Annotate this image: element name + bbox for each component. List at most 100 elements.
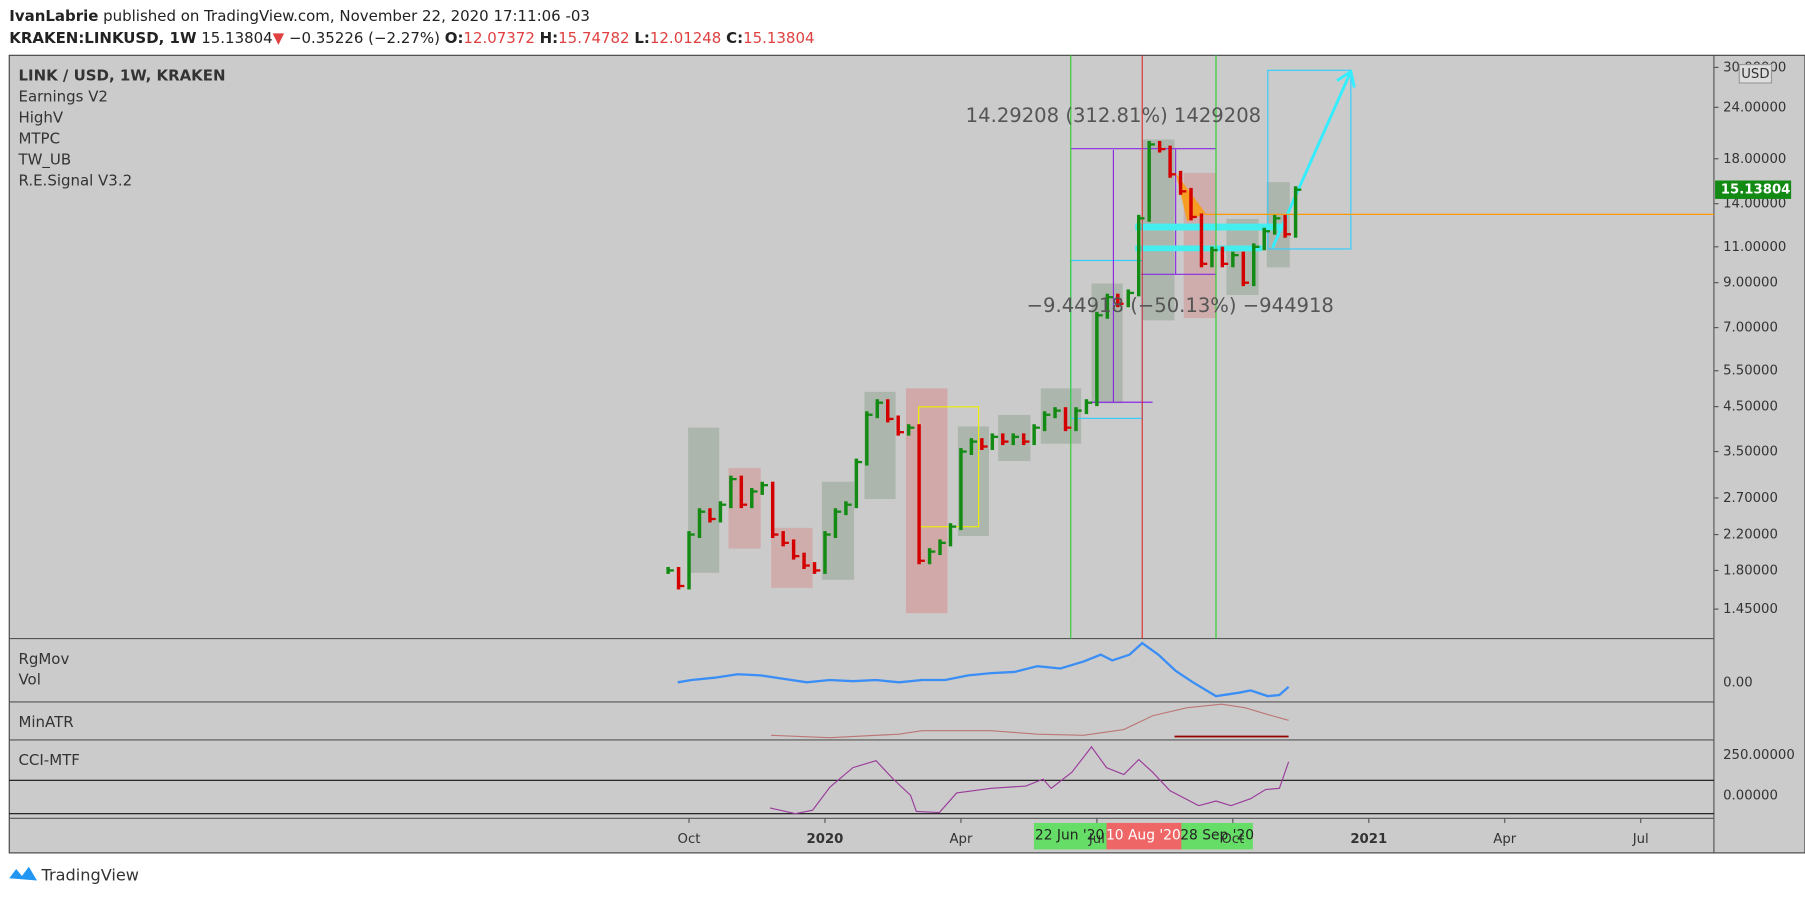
y-tick-label: 2.70000	[1723, 491, 1778, 506]
price-bar	[1231, 251, 1235, 268]
y-tick-label: 4.50000	[1723, 400, 1778, 415]
rgmov-line	[677, 641, 1290, 698]
date-box	[1181, 822, 1253, 850]
legend-item: Earnings V2	[18, 88, 107, 106]
price-bar	[938, 539, 942, 556]
x-tick-label: Apr	[1493, 832, 1516, 847]
price-bar	[896, 415, 900, 436]
high: 15.74782	[558, 29, 629, 47]
price-bar	[1116, 293, 1120, 308]
price-bar	[844, 501, 848, 516]
annotation: 14.29208 (312.81%) 1429208	[966, 104, 1261, 127]
legend-item: MTPC	[18, 129, 60, 147]
date-box	[1106, 822, 1182, 850]
footer: TradingView	[41, 865, 139, 884]
pane-tick: 0.00000	[1723, 788, 1778, 803]
x-tick-label: 2020	[807, 832, 844, 847]
symbol-bar: KRAKEN:LINKUSD, 1W 15.13804 ▼ −0.35226 (−…	[9, 29, 814, 47]
x-tick-label: Apr	[949, 832, 972, 847]
author: IvanLabrie	[9, 7, 98, 25]
price-bar	[687, 531, 691, 590]
pane-tick: 0.00	[1723, 675, 1753, 690]
x-tick-label: Oct	[1221, 832, 1244, 847]
last-price-box	[1715, 180, 1792, 199]
zone-line	[1135, 223, 1283, 231]
published: published on TradingView.com, November 2…	[103, 7, 590, 25]
x-tick-label: 2021	[1350, 832, 1387, 847]
header: IvanLabrie published on TradingView.com,…	[9, 7, 590, 25]
legend-item: R.E.Signal V3.2	[18, 171, 132, 189]
price-bar	[739, 475, 744, 509]
price-bar	[1105, 293, 1110, 319]
price-bar	[1001, 433, 1005, 446]
pane-label: MinATR	[18, 713, 73, 731]
y-tick-label: 5.50000	[1723, 364, 1778, 379]
price-bar	[969, 438, 974, 456]
zone-line	[1135, 245, 1263, 252]
price-bar	[1074, 407, 1078, 432]
last-price-label: 15.13804	[1721, 183, 1791, 198]
price-bar	[1220, 246, 1225, 268]
y-tick-label: 1.45000	[1723, 602, 1778, 617]
close: 15.13804	[743, 29, 814, 47]
currency: USD	[1741, 67, 1769, 82]
price-bar	[1032, 424, 1036, 446]
date-label: 22 Jun '20	[1035, 828, 1104, 844]
price-bar	[885, 399, 890, 423]
x-tick-label: Oct	[678, 832, 701, 847]
y-tick-label: 3.50000	[1723, 445, 1778, 460]
price-bar	[1272, 214, 1277, 235]
price-bar	[1011, 433, 1015, 446]
price-bar	[1293, 186, 1298, 238]
price-bar	[750, 487, 754, 509]
y-tick-label: 9.00000	[1723, 276, 1778, 291]
price-bar	[781, 531, 785, 547]
change: −0.35226 (−2.27%)	[289, 29, 440, 47]
price-bar	[927, 548, 932, 565]
price-bar	[1157, 140, 1162, 153]
price-bar	[718, 501, 723, 523]
y-tick-label: 11.00000	[1723, 240, 1786, 255]
price-bar	[1283, 214, 1287, 238]
price-bar	[1021, 433, 1026, 446]
zone	[821, 481, 855, 580]
price-bar	[1252, 243, 1256, 287]
arrow: ▼	[273, 29, 285, 47]
y-tick-label: 7.00000	[1723, 321, 1778, 336]
zone	[864, 391, 896, 500]
price-bar	[729, 475, 733, 509]
pane-label: Vol	[18, 671, 40, 689]
zone	[957, 426, 989, 536]
symbol: KRAKEN:LINKUSD, 1W	[9, 29, 197, 47]
date-box	[1033, 822, 1107, 850]
date-label: 28 Sep '20	[1180, 828, 1254, 844]
zone	[905, 388, 948, 614]
pane-tick: 250.00000	[1723, 748, 1795, 763]
price-bar	[833, 508, 838, 539]
y-tick-label: 1.80000	[1723, 563, 1778, 578]
annotation: −9.44918 (−50.13%) −944918	[1027, 294, 1334, 317]
price-bar	[1241, 251, 1246, 287]
zone	[728, 467, 761, 549]
price-bar	[676, 566, 681, 590]
legend-item: TW_UB	[17, 150, 71, 169]
price-bar	[1042, 411, 1047, 432]
currency-box	[1738, 63, 1773, 84]
price-bar	[1126, 289, 1130, 308]
c-label: C:	[726, 29, 743, 47]
pane-label: CCI-MTF	[18, 751, 79, 769]
date-label: 10 Aug '20	[1106, 828, 1181, 844]
price-bar	[708, 508, 712, 523]
logo	[9, 866, 37, 881]
price-bar	[1136, 214, 1141, 297]
dynamic: 1.45000 1.80000 2.20000 2.70000 3.50000 4.500…	[17, 60, 1794, 884]
x-tick-label: Jul	[1632, 832, 1649, 847]
price-bar	[959, 448, 963, 531]
price-bar	[770, 481, 775, 539]
price-bar	[1168, 145, 1172, 178]
price-bar	[917, 424, 921, 565]
price-bar	[802, 552, 806, 569]
price-bar	[865, 411, 869, 466]
price-bar	[1199, 213, 1204, 268]
